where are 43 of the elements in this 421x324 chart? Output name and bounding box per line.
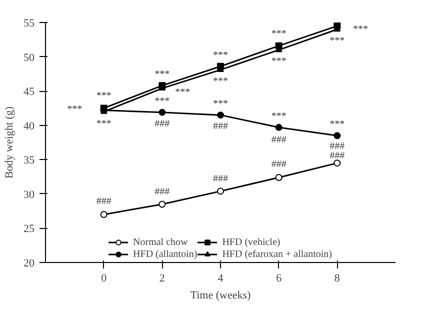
annotation: ***: [271, 28, 286, 40]
x-tick-label: 6: [276, 272, 282, 284]
annotation: ***: [330, 119, 345, 130]
annotation: ###: [154, 186, 170, 198]
x-axis-title: Time (weeks): [190, 290, 252, 302]
annotation: ***: [96, 118, 112, 130]
x-tick-label: 2: [159, 272, 165, 284]
y-axis-title: Body weight (g): [4, 106, 16, 179]
annotation: ***: [154, 69, 170, 80]
legend-label: Normal chow: [133, 236, 188, 248]
x-tick-label: 8: [334, 272, 340, 284]
annotation: ***: [271, 110, 286, 122]
y-tick-label: 55: [24, 18, 35, 30]
x-tick-label: 4: [218, 272, 224, 284]
y-tick-label: 40: [24, 120, 35, 132]
x-tick-label: 0: [101, 272, 108, 284]
annotation: ***: [175, 86, 190, 98]
annotation: ###: [271, 158, 286, 170]
annotation: ***: [96, 90, 112, 102]
legend-label: HFD (efaroxan + allantoin): [222, 248, 332, 260]
annotation: ***: [271, 56, 286, 68]
annotation: ***: [213, 50, 228, 61]
y-tick-label: 50: [24, 52, 35, 64]
y-tick-label: 35: [24, 154, 35, 167]
annotation: ###: [330, 150, 345, 162]
legend-label: HFD (allantoin): [133, 248, 198, 260]
y-tick-label: 45: [24, 86, 35, 98]
y-tick-label: 30: [24, 188, 35, 201]
y-tick-label: 20: [24, 258, 35, 270]
annotation: ###: [330, 141, 345, 152]
annotation: ***: [213, 98, 228, 110]
annotation: ###: [96, 196, 112, 207]
annotation: ***: [154, 96, 170, 107]
annotation: ###: [271, 134, 286, 146]
y-tick-label: 25: [24, 223, 35, 236]
annotation: ***: [67, 104, 82, 116]
annotation: ***: [330, 36, 345, 47]
annotation: ###: [213, 121, 228, 132]
annotation: ###: [154, 118, 170, 130]
legend-label: HFD (vehicle): [222, 236, 280, 248]
annotation: ***: [353, 24, 368, 35]
annotation: ***: [213, 76, 228, 87]
annotation: ###: [213, 173, 228, 184]
